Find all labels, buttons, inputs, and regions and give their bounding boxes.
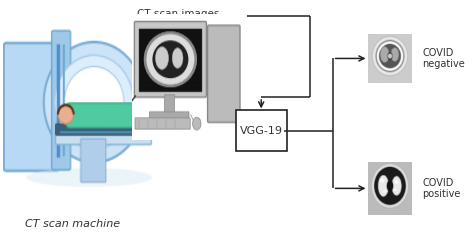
Text: CT scan machine: CT scan machine xyxy=(25,219,120,229)
Text: CT scan images: CT scan images xyxy=(137,9,219,19)
Text: VGG-19: VGG-19 xyxy=(240,126,283,136)
Text: COVID
positive: COVID positive xyxy=(423,178,461,199)
FancyBboxPatch shape xyxy=(236,110,287,151)
Text: COVID
negative: COVID negative xyxy=(423,48,465,69)
